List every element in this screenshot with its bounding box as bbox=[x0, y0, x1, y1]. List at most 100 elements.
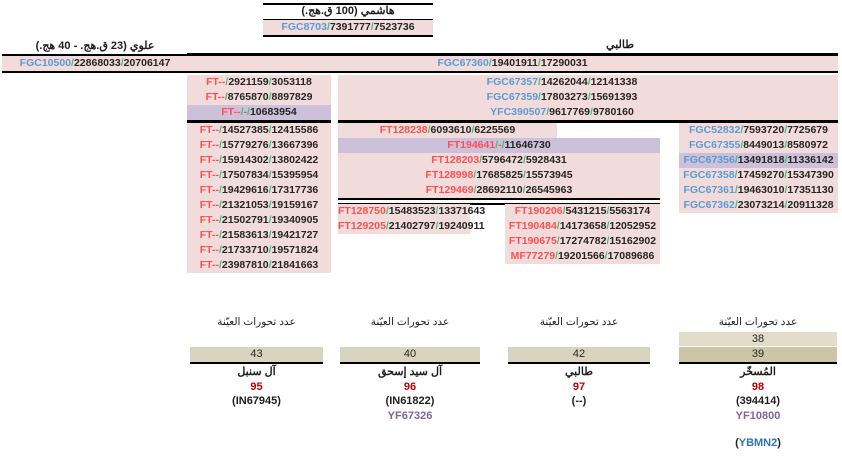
position-value: 17507834 bbox=[221, 169, 269, 181]
ft128238-marker-row: FT128238/6093610/6225569 bbox=[338, 123, 557, 138]
marker-id: FGC67355 bbox=[689, 139, 741, 151]
slash-separator: / bbox=[740, 124, 744, 136]
position-value: 9617769 bbox=[549, 106, 591, 118]
divider bbox=[263, 3, 433, 5]
slash-separator: / bbox=[587, 91, 591, 103]
position-value: 28692110 bbox=[476, 184, 523, 196]
marker-id: FT190484 bbox=[508, 220, 557, 232]
position-value: 22868033 bbox=[73, 57, 121, 69]
marker-id: FGC8703 bbox=[281, 21, 327, 34]
position-value: 23073214 bbox=[737, 199, 785, 211]
position-value: 19571824 bbox=[271, 244, 319, 256]
slash-separator: / bbox=[218, 139, 222, 151]
mutation-count-header: عدد تحورات العيّنة bbox=[539, 316, 619, 328]
slash-separator: / bbox=[501, 139, 505, 151]
marker-row: FT--/21583613/19421727 bbox=[187, 228, 331, 243]
position-value: 15347390 bbox=[787, 169, 834, 181]
marker-id: FT-- bbox=[199, 259, 219, 271]
slash-separator: / bbox=[606, 235, 610, 247]
divider bbox=[187, 120, 331, 123]
marker-id: FT-- bbox=[199, 154, 219, 166]
sample-yf-id: YF67326 bbox=[387, 409, 433, 422]
marker-row: FGC67356/13491818/11336142 bbox=[679, 153, 838, 168]
alawi-marker-row: FGC10500/22868033/20706147 bbox=[2, 56, 188, 71]
slash-separator: / bbox=[740, 139, 744, 151]
position-value: 8580972 bbox=[787, 139, 828, 151]
sample-group-al-sunbul: عدد تحورات العيّنة 43 آل سنبل 95 (IN6794… bbox=[190, 316, 323, 460]
position-value: 21583613 bbox=[221, 229, 269, 241]
slash-separator: / bbox=[247, 106, 250, 118]
slash-separator: / bbox=[224, 91, 228, 103]
mutation-count-header: عدد تحورات العيّنة bbox=[217, 316, 296, 328]
marker-row: FGC67358/17459270/15347390 bbox=[679, 168, 838, 183]
slash-separator: / bbox=[427, 124, 431, 136]
sample-kit-id: (IN67945) bbox=[232, 395, 281, 407]
position-value: 17351130 bbox=[787, 184, 834, 196]
slash-separator: / bbox=[218, 244, 222, 256]
position-value: - bbox=[243, 106, 248, 118]
hashimi-marker-row: FGC8703/7391777/7523736 bbox=[263, 20, 433, 36]
slash-separator: / bbox=[590, 106, 593, 118]
marker-id: FT190675 bbox=[508, 235, 557, 247]
slash-separator: / bbox=[522, 154, 526, 166]
slash-separator: / bbox=[435, 205, 439, 217]
slash-separator: / bbox=[538, 91, 541, 103]
marker-row: FT--/23987810/21841663 bbox=[187, 258, 331, 273]
position-value: 7593720 bbox=[743, 124, 785, 136]
slash-separator: / bbox=[784, 124, 788, 136]
sample-name: طالبي bbox=[565, 366, 593, 378]
slash-separator: / bbox=[268, 91, 272, 103]
position-value: 19429616 bbox=[221, 184, 269, 196]
marker-id: FT-- bbox=[206, 76, 226, 88]
mid-marker-rows: FT194641/-/11646730 FT128203/5796472/5928… bbox=[338, 138, 660, 198]
marker-row: FT--/21502791/19340905 bbox=[187, 213, 331, 228]
slash-separator: / bbox=[555, 250, 558, 262]
position-value: 17685825 bbox=[476, 169, 523, 181]
marker-id: FGC52832 bbox=[689, 124, 741, 136]
position-value: 6093610 bbox=[430, 124, 472, 136]
sample-yf-id: YF10800 bbox=[735, 409, 781, 422]
marker-row: FT128750/15483523/13371643 bbox=[338, 204, 485, 219]
slash-separator: / bbox=[538, 76, 541, 88]
slash-separator: / bbox=[495, 139, 499, 151]
slash-separator: / bbox=[218, 259, 222, 271]
sample-group-al-sayyid-ishaq: عدد تحورات العيّنة 40 آل سيد إسحق 96 (IN… bbox=[340, 316, 480, 460]
sample-mutations: 98 bbox=[751, 380, 765, 393]
position-value: 17803273 bbox=[540, 91, 588, 103]
marker-row: FT190484/14173658/12052952 bbox=[505, 219, 660, 234]
marker-id: FT-- bbox=[199, 139, 219, 151]
double-divider bbox=[338, 198, 660, 205]
sub-right-marker-column: FT190206/5431215/5563174 FT190484/1417365… bbox=[505, 204, 660, 264]
marker-id: FGC67359 bbox=[486, 91, 539, 103]
position-value: 19159167 bbox=[271, 199, 319, 211]
slash-separator: / bbox=[326, 21, 330, 34]
marker-id: FT-- bbox=[199, 229, 219, 241]
slash-separator: / bbox=[268, 229, 272, 241]
sample-mutations: 97 bbox=[572, 380, 586, 393]
marker-id: FT128998 bbox=[425, 169, 474, 181]
slash-separator: / bbox=[71, 57, 74, 69]
marker-row: FT--/19429616/17317736 bbox=[187, 183, 331, 198]
position-value: 12141338 bbox=[590, 76, 638, 88]
position-value: 5796472 bbox=[482, 154, 523, 166]
slash-separator: / bbox=[268, 139, 272, 151]
sample-yf-id bbox=[190, 409, 323, 424]
position-value: 11646730 bbox=[504, 139, 551, 151]
slash-separator: / bbox=[537, 56, 541, 69]
paren-close: ) bbox=[777, 437, 781, 449]
marker-row: FT190206/5431215/5563174 bbox=[505, 204, 660, 219]
marker-id: FT-- bbox=[199, 244, 219, 256]
marker-id: FT190206 bbox=[514, 205, 563, 217]
position-value: 17290031 bbox=[540, 56, 588, 69]
slash-separator: / bbox=[784, 169, 788, 181]
position-value: 14527385 bbox=[221, 124, 269, 136]
marker-row: YFC390507/9617769/9780160 bbox=[338, 105, 786, 120]
mutation-count-bar: 42 bbox=[508, 347, 650, 364]
marker-id: FT-- bbox=[199, 124, 219, 136]
marker-id: FT128750 bbox=[338, 205, 386, 217]
slash-separator: / bbox=[370, 21, 374, 34]
slash-separator: / bbox=[606, 220, 610, 232]
slash-separator: / bbox=[218, 184, 222, 196]
slash-separator: / bbox=[268, 124, 272, 136]
position-value: 26545963 bbox=[525, 184, 573, 196]
